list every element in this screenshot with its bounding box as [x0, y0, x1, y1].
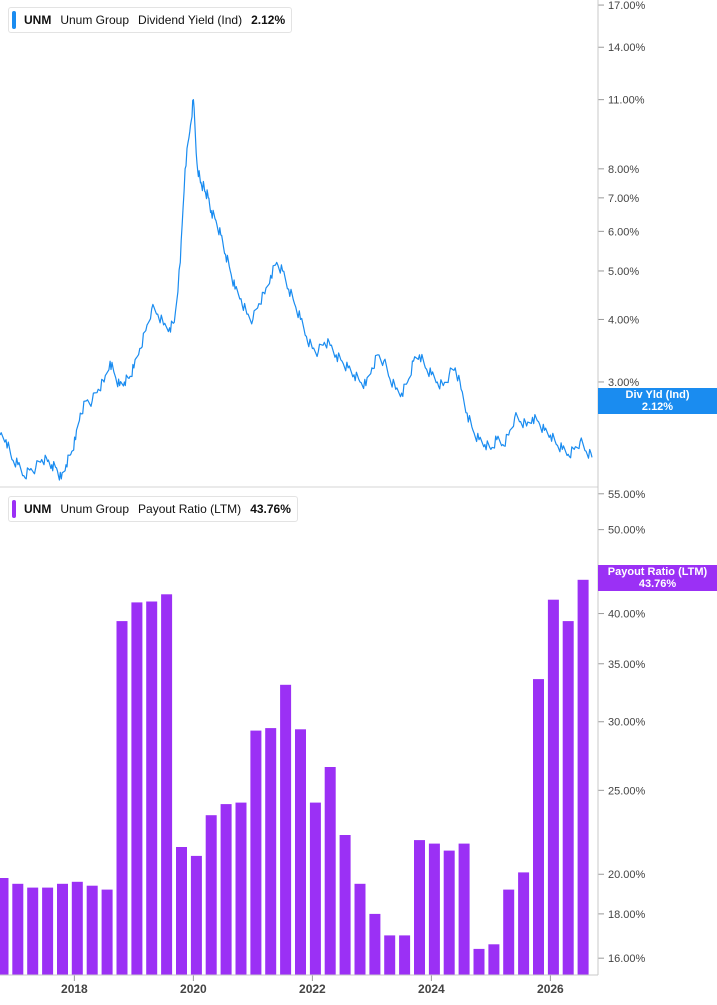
payout-ratio-bar [235, 802, 247, 975]
payout-ratio-bar [220, 804, 232, 975]
payout-ratio-bar [488, 944, 500, 975]
payout-ratio-bar [0, 878, 9, 975]
tag-label: Payout Ratio (LTM) [607, 566, 708, 578]
bar-series-swatch [12, 500, 16, 518]
payout-ratio-bar [518, 872, 530, 975]
payout-ratio-bar [577, 579, 589, 975]
dividend-yield-plot [0, 99, 593, 481]
payout-ratio-bar [339, 835, 351, 975]
payout-ratio-bar [71, 881, 83, 975]
payout-ratio-legend[interactable]: UNM Unum Group Payout Ratio (LTM) 43.76% [8, 496, 298, 522]
payout-ratio-bar [131, 602, 143, 975]
payout-ratio-bar [503, 889, 515, 975]
payout-ratio-bar [12, 883, 24, 975]
y-tick-label: 7.00% [608, 193, 639, 205]
payout-ratio-bar [533, 679, 544, 975]
legend-company: Unum Group [60, 502, 130, 516]
payout-ratio-bar [146, 601, 158, 975]
payout-ratio-bar [443, 850, 455, 975]
y-tick-label: 5.00% [608, 266, 639, 278]
payout-ratio-bar [42, 887, 54, 975]
x-tick-label: 2018 [61, 982, 88, 996]
dividend-yield-legend[interactable]: UNM Unum Group Dividend Yield (Ind) 2.12… [8, 7, 293, 33]
tag-value: 43.76% [638, 578, 677, 590]
y-tick-label: 30.00% [608, 717, 646, 729]
payout-ratio-bar [176, 847, 187, 975]
payout-ratio-bar [101, 889, 113, 975]
y-tick-label: 14.00% [608, 42, 646, 54]
y-tick-label: 3.00% [608, 377, 639, 389]
payout-ratio-bar [309, 802, 321, 975]
payout-ratio-bar [369, 913, 381, 975]
y-tick-label: 20.00% [608, 869, 646, 881]
payout-ratio-bar [295, 729, 306, 975]
x-tick-label: 2020 [180, 982, 207, 996]
legend-value: 43.76% [250, 502, 291, 516]
y-tick-label: 18.00% [608, 909, 646, 921]
y-tick-label: 25.00% [608, 785, 646, 797]
payout-ratio-bar [414, 840, 425, 975]
tag-value: 2.12% [641, 401, 674, 413]
legend-metric: Dividend Yield (Ind) [138, 13, 243, 27]
tag-label: Div Yld (Ind) [625, 389, 690, 401]
x-tick-label: 2022 [299, 982, 326, 996]
payout-ratio-bar [116, 621, 128, 975]
dividend-yield-y-axis: 17.00% 14.00% 11.00% 8.00% 7.00% 6.00% 5.00% 4.… [598, 0, 646, 389]
dividend-yield-line [0, 99, 593, 481]
payout-ratio-price-tag: Payout Ratio (LTM) 43.76% [598, 565, 717, 591]
dividend-yield-price-tag: Div Yld (Ind) 2.12% [598, 388, 717, 414]
payout-ratio-bar [161, 594, 173, 975]
y-tick-label: 11.00% [608, 95, 645, 107]
y-tick-label: 55.00% [608, 489, 646, 501]
payout-ratio-bar [399, 935, 411, 975]
legend-value: 2.12% [251, 13, 286, 27]
payout-ratio-bar [205, 815, 217, 975]
y-tick-label: 6.00% [608, 226, 639, 238]
x-tick-label: 2026 [537, 982, 564, 996]
y-tick-label: 50.00% [608, 525, 646, 537]
payout-ratio-bar [428, 843, 440, 975]
payout-ratio-bar [547, 599, 559, 975]
payout-ratio-bar [324, 767, 336, 975]
y-tick-label: 16.00% [608, 953, 646, 965]
payout-ratio-bar [473, 948, 485, 975]
y-tick-label: 35.00% [608, 659, 646, 671]
payout-ratio-bar [190, 855, 202, 975]
x-tick-label: 2024 [418, 982, 445, 996]
line-series-swatch [12, 11, 16, 29]
payout-ratio-bar [250, 730, 262, 975]
legend-ticker: UNM [24, 502, 52, 516]
legend-metric: Payout Ratio (LTM) [138, 502, 242, 516]
y-tick-label: 4.00% [608, 314, 639, 326]
payout-ratio-plot [0, 579, 589, 975]
time-x-axis: 2018 2020 2022 2024 2026 [61, 975, 564, 996]
payout-ratio-bar [384, 935, 396, 975]
payout-ratio-bar [354, 883, 366, 975]
payout-ratio-bar [86, 885, 98, 975]
legend-ticker: UNM [24, 13, 52, 27]
legend-company: Unum Group [60, 13, 130, 27]
payout-ratio-bar [265, 728, 277, 975]
payout-ratio-bar [562, 621, 574, 975]
payout-ratio-bar [57, 883, 68, 975]
y-tick-label: 8.00% [608, 164, 639, 176]
y-tick-label: 40.00% [608, 609, 646, 621]
payout-ratio-bar [280, 684, 292, 975]
payout-ratio-y-axis: 55.00%50.00%45.00%40.00%35.00%30.00%25.0… [598, 489, 646, 965]
payout-ratio-bar [27, 887, 39, 975]
payout-ratio-bar [458, 843, 470, 975]
y-tick-label: 17.00% [608, 0, 646, 12]
